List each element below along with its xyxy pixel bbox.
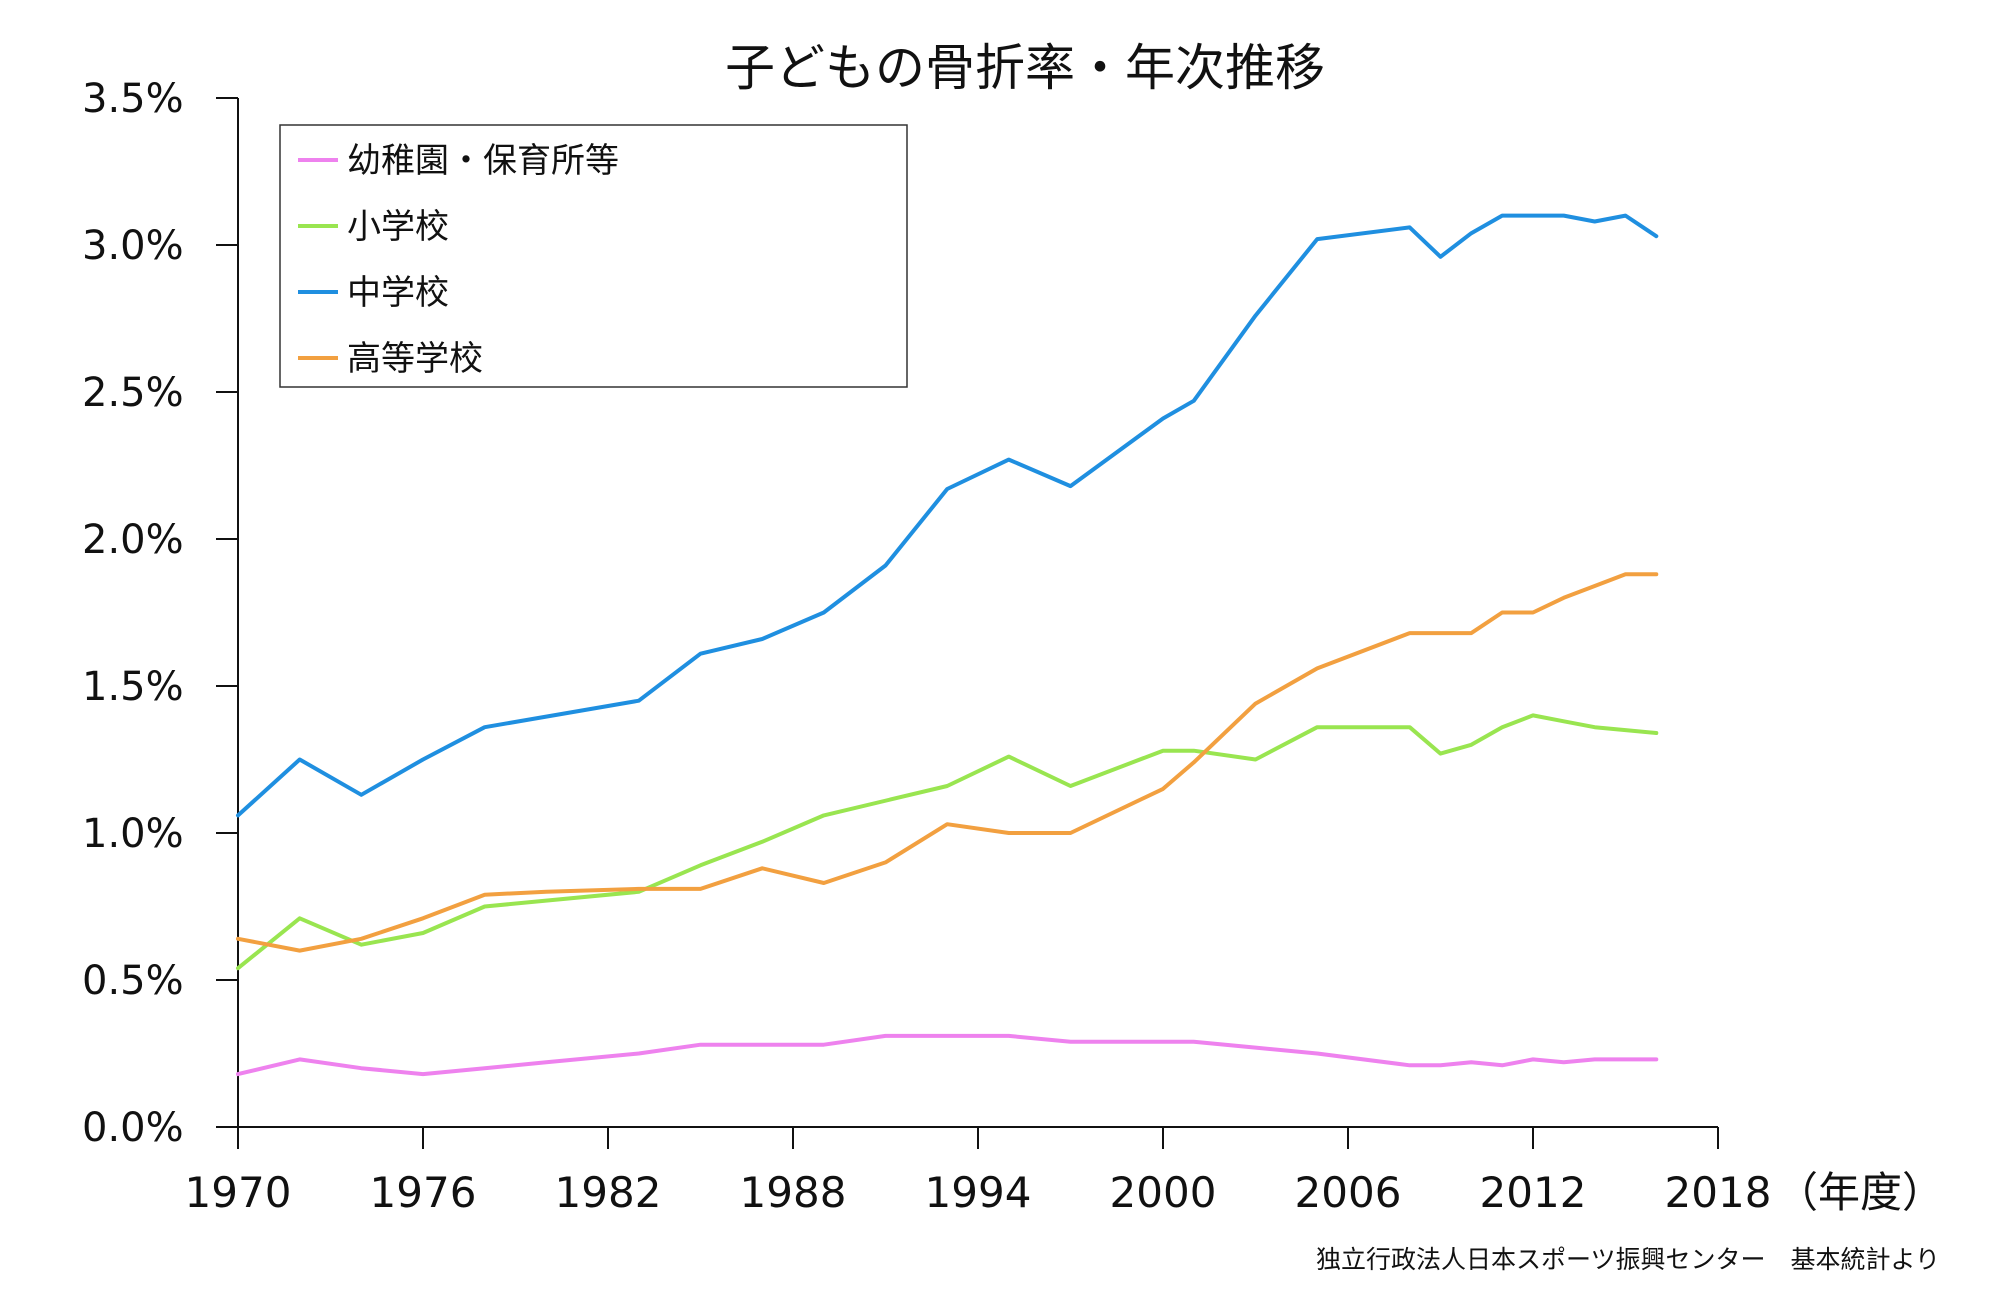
series-line-3 [236,213,1659,818]
x-tick-label: 1976 [370,1168,477,1217]
series-line-4 [236,572,1659,953]
legend-entry: 幼稚園・保育所等 [347,141,619,181]
x-tick-label: 1982 [555,1168,662,1217]
y-tick-label: 2.5% [82,370,184,416]
x-tick-label: 1970 [185,1168,292,1217]
legend-entry: 小学校 [347,207,449,247]
x-tick-label: 1994 [925,1168,1032,1217]
series-layer [236,213,1659,1077]
y-tick-label: 2.0% [82,517,184,563]
y-tick-label: 0.5% [82,958,184,1004]
x-tick-label: 2006 [1295,1168,1402,1217]
x-tick-label: 1988 [740,1168,847,1217]
source-note: 独立行政法人日本スポーツ振興センター 基本統計より [1316,1245,1940,1274]
x-axis-label: （年度） [1776,1168,1944,1217]
y-tick-label: 1.5% [82,664,184,710]
chart-title: 子どもの骨折率・年次推移 [725,39,1325,97]
x-tick-label: 2012 [1480,1168,1587,1217]
series-line-2 [236,713,1659,971]
legend-box [279,124,908,388]
y-tick-label: 0.0% [82,1105,184,1151]
x-tick-label: 2018 [1665,1168,1772,1217]
axes: 0.0% 0.5% 1.0% 1.5% 2.0% 2.5% 3.0% 3.5% 1970 1976… [82,76,1944,1217]
y-tick-label: 1.0% [82,811,184,857]
y-tick-label: 3.5% [82,76,184,122]
series-line-1 [236,1033,1659,1077]
legend-entry: 高等学校 [347,339,483,379]
legend-entry: 中学校 [347,273,449,313]
x-tick-label: 2000 [1110,1168,1217,1217]
y-tick-label: 3.0% [82,223,184,269]
